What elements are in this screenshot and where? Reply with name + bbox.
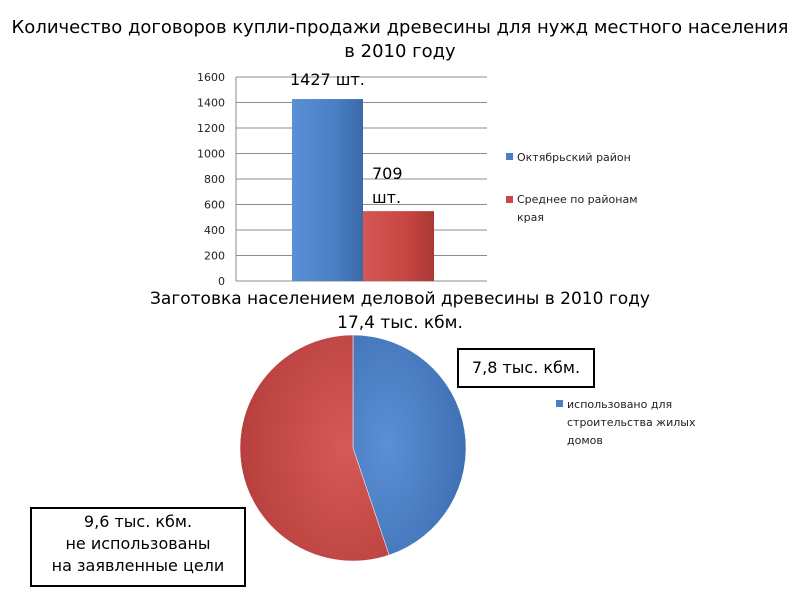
legend-label-used-line2: строительства жилых [567,416,696,429]
legend-swatch-oktyabr [506,153,513,160]
bar-chart-title-line2: в 2010 году [344,41,456,62]
bar-chart-bars [292,99,434,282]
pie-chart-title: Заготовка населением деловой древесины в… [0,287,800,335]
legend-swatch-average [506,196,513,203]
bar-label-oktyabr: 1427 шт. [290,70,365,89]
bar-average [363,211,434,281]
legend-swatch-used [556,400,563,407]
bar-label-avg-line1: 709 [372,164,403,183]
y-tick-label: 0 [218,275,225,288]
y-tick-label: 1600 [197,71,225,84]
legend-label-average-line2: края [517,211,544,224]
pie-chart [239,334,467,562]
bar-label-avg-line2: шт. [372,188,401,207]
y-tick-label: 1000 [197,148,225,161]
pie-chart-legend: использовано для строительства жилых дом… [556,398,696,447]
legend-label-used-line3: домов [567,434,603,447]
bar-oktyabr [292,99,363,282]
callout-unused: 9,6 тыс. кбм. не использованы на заявлен… [30,507,246,587]
callout-unused-line3: на заявленные цели [51,556,225,575]
legend-label-used-line1: использовано для [567,398,672,411]
pie-slice-used [352,334,467,556]
y-tick-label: 1400 [197,97,225,110]
bar-chart-title-line1: Количество договоров купли-продажи древе… [11,17,789,38]
y-tick-label: 200 [204,250,225,263]
y-tick-label: 400 [204,224,225,237]
callout-unused-line2: не использованы [65,534,211,553]
pie-slice-unused [239,334,390,562]
callout-used: 7,8 тыс. кбм. [457,348,595,388]
pie-chart-title-line2: 17,4 тыс. кбм. [337,313,463,333]
legend-label-oktyabr: Октябрьский район [517,151,631,164]
bar-chart-legend: Октябрьский район Среднее по районам кра… [506,151,638,224]
callout-unused-line1: 9,6 тыс. кбм. [83,512,193,531]
y-tick-label: 600 [204,199,225,212]
bar-chart-y-ticks: 0 200 400 600 800 1000 1200 1400 1600 [197,71,225,288]
bar-chart-title: Количество договоров купли-продажи древе… [0,16,800,64]
y-tick-label: 800 [204,173,225,186]
y-tick-label: 1200 [197,122,225,135]
pie-chart-title-line1: Заготовка населением деловой древесины в… [150,289,650,309]
legend-label-average-line1: Среднее по районам [517,193,638,206]
